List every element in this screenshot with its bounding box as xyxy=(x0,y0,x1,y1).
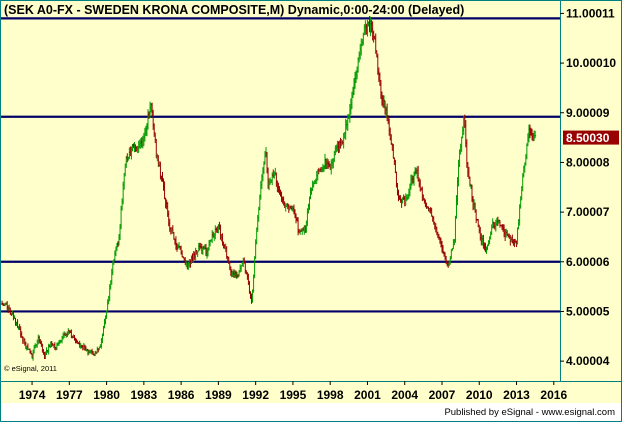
time-tick-label: 1974 xyxy=(19,388,46,402)
time-tick-label: 1977 xyxy=(56,388,83,402)
time-tick-label: 2016 xyxy=(540,388,567,402)
footer-publisher: Published by eSignal - www.esignal.com xyxy=(444,407,615,418)
time-tick-label: 2010 xyxy=(466,388,493,402)
time-tick-label: 1986 xyxy=(168,388,195,402)
last-price-label: 8.50030 xyxy=(566,131,610,145)
price-tick-label: 8.00008 xyxy=(566,155,610,169)
time-tick-label: 2004 xyxy=(391,388,418,402)
price-tick-label: 6.00006 xyxy=(566,255,610,269)
price-tick-label: 7.00007 xyxy=(566,205,610,219)
time-tick-label: 2001 xyxy=(354,388,381,402)
price-tick-label: 10.00010 xyxy=(566,56,616,70)
last-price-marker: 8.50030 xyxy=(563,131,619,146)
price-tick-label: 9.00009 xyxy=(566,106,610,120)
time-tick-label: 1989 xyxy=(205,388,232,402)
time-tick-label: 1998 xyxy=(317,388,344,402)
time-tick-label: 1995 xyxy=(280,388,307,402)
time-tick-label: 1980 xyxy=(93,388,120,402)
price-tick-label: 4.00004 xyxy=(566,354,610,368)
time-tick-label: 1992 xyxy=(242,388,269,402)
time-tick-label: 2007 xyxy=(429,388,456,402)
price-tick-label: 11.00011 xyxy=(566,6,615,20)
chart-title: (SEK A0-FX - SWEDEN KRONA COMPOSITE,M) D… xyxy=(4,3,464,17)
time-tick-label: 2013 xyxy=(503,388,530,402)
price-tick-label: 5.00005 xyxy=(566,304,610,318)
time-tick-label: 1983 xyxy=(131,388,158,402)
copyright-label: © eSignal, 2011 xyxy=(4,364,57,373)
